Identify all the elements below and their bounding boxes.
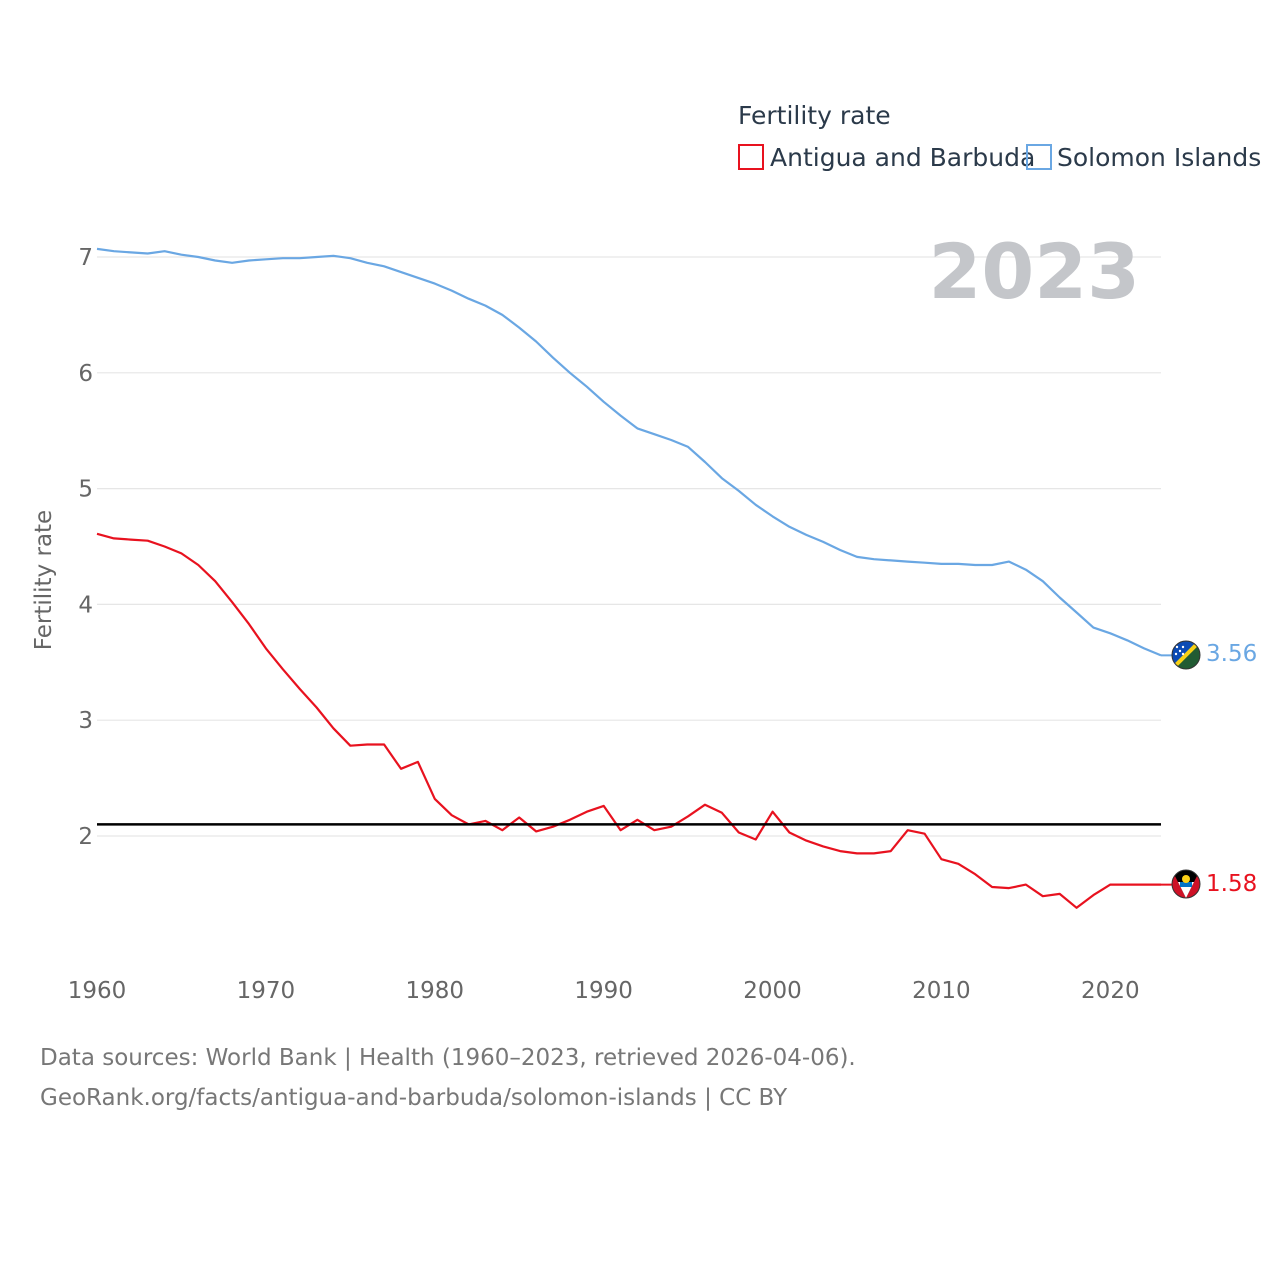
y-axis-title: Fertility rate <box>31 510 57 650</box>
legend-label-solomon[interactable]: Solomon Islands <box>1057 143 1261 172</box>
x-tick-label: 1990 <box>574 978 633 1004</box>
y-tick-label: 7 <box>78 245 93 271</box>
x-tick-label: 2010 <box>912 978 971 1004</box>
end-value-solomon: 3.56 <box>1206 641 1257 667</box>
end-value-antigua: 1.58 <box>1206 871 1257 897</box>
series-group <box>96 247 1172 909</box>
y-tick-label: 6 <box>78 361 93 387</box>
legend-label-antigua[interactable]: Antigua and Barbuda <box>770 143 1035 172</box>
legend-title: Fertility rate <box>738 101 891 130</box>
x-tick-label: 1980 <box>406 978 465 1004</box>
x-tick-label: 1960 <box>68 978 127 1004</box>
y-tick-label: 2 <box>78 824 93 850</box>
footer-link[interactable]: GeoRank.org/facts/antigua-and-barbuda/so… <box>40 1085 788 1111</box>
x-tick-label: 2000 <box>743 978 802 1004</box>
y-tick-label: 4 <box>78 592 93 618</box>
antigua-and-barbuda-flag-icon <box>1171 869 1201 899</box>
year-label: 2023 <box>928 227 1140 316</box>
gridlines <box>97 256 1161 837</box>
y-tick-label: 3 <box>78 708 93 734</box>
y-axis-ticks: 2 3 4 5 6 7 <box>78 245 93 850</box>
y-tick-label: 5 <box>78 477 93 503</box>
solomon-islands-flag-icon <box>1171 640 1201 670</box>
footer-source: Data sources: World Bank | Health (1960–… <box>40 1045 856 1071</box>
series-line-solomon[interactable] <box>96 247 1162 657</box>
legend-swatch-antigua[interactable] <box>738 144 764 170</box>
x-tick-label: 1970 <box>237 978 296 1004</box>
x-axis-ticks: 1960 1970 1980 1990 2000 2010 2020 <box>68 978 1140 1004</box>
legend-swatch-solomon[interactable] <box>1026 144 1052 170</box>
x-tick-label: 2020 <box>1081 978 1140 1004</box>
